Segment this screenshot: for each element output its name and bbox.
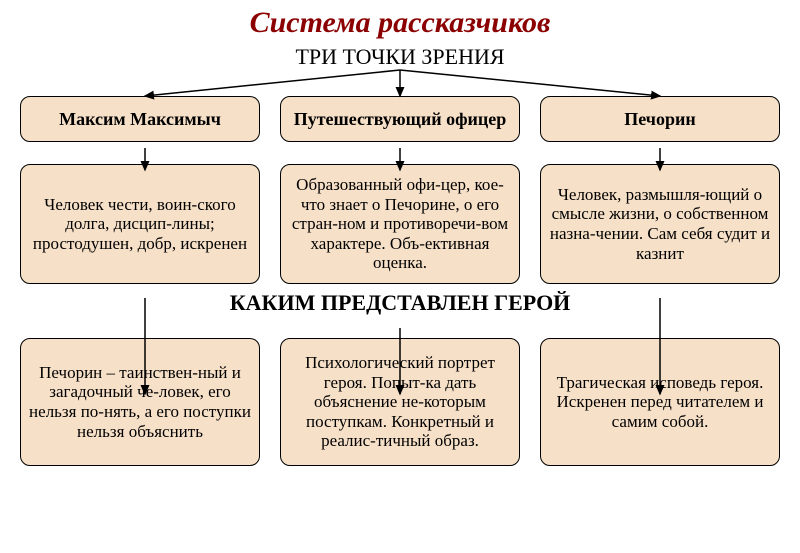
diagram-subtitle: ТРИ ТОЧКИ ЗРЕНИЯ [0,44,800,70]
descriptions-row: Человек чести, воин-ского долга, дисцип-… [0,164,800,284]
narrator-box-3: Печорин [540,96,780,142]
description-box-3: Человек, размышля-ющий о смысле жизни, о… [540,164,780,284]
description-box-1: Человек чести, воин-ского долга, дисцип-… [20,164,260,284]
description-box-2: Образованный офи-цер, кое-что знает о Пе… [280,164,520,284]
hero-box-1: Печорин – таинствен-ный и загадочный че-… [20,338,260,466]
narrator-box-1: Максим Максимыч [20,96,260,142]
narrator-box-2: Путешествующий офицер [280,96,520,142]
hero-box-3: Трагическая исповедь героя. Искренен пер… [540,338,780,466]
section-title: КАКИМ ПРЕДСТАВЛЕН ГЕРОЙ [0,290,800,316]
hero-row: Печорин – таинствен-ный и загадочный че-… [0,338,800,466]
narrators-row: Максим Максимыч Путешествующий офицер Пе… [0,96,800,142]
hero-box-2: Психологический портрет героя. Попыт-ка … [280,338,520,466]
diagram-title: Система рассказчиков [0,0,800,40]
